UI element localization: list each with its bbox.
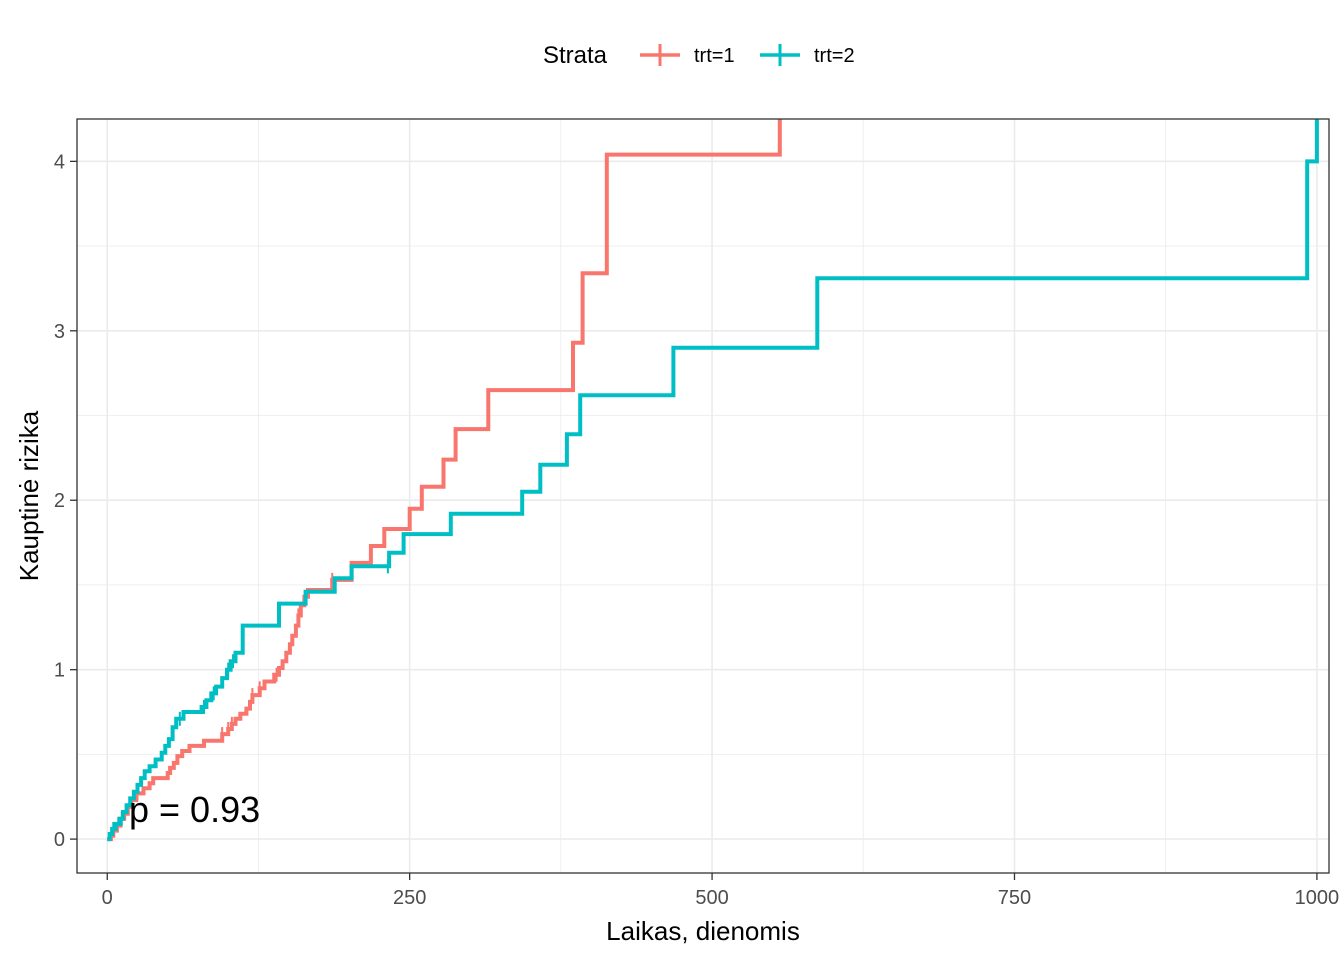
y-tick-label: 4 [54,151,65,173]
x-tick-label: 1000 [1295,887,1340,909]
series-line-trt2 [107,119,1319,842]
p-value-annotation: p = 0.93 [129,789,260,830]
grid-lines [77,119,1329,873]
y-tick-label: 1 [54,660,65,682]
y-tick-label: 2 [54,490,65,512]
x-tick-label: 500 [695,887,728,909]
x-axis-label: Laikas, dienomis [606,916,800,946]
x-tick-label: 750 [998,887,1031,909]
panel-border [76,118,1330,874]
y-axis-label: Kauptinė rizika [14,410,44,581]
y-axis: 0 1 2 3 4 [54,151,77,851]
legend-title: Strata [543,42,608,69]
y-tick-label: 3 [54,321,65,343]
x-tick-label: 0 [102,887,113,909]
legend-label-trt2: trt=2 [814,45,855,67]
x-axis: 0 250 500 750 1000 [102,873,1339,909]
legend-item-trt1: trt=1 [640,44,735,67]
legend: Strata trt=1 trt=2 [543,42,855,69]
legend-label-trt1: trt=1 [694,45,735,67]
series-layer [107,119,1319,842]
x-tick-label: 250 [393,887,426,909]
y-tick-label: 0 [54,829,65,851]
legend-item-trt2: trt=2 [760,44,855,67]
panel-background [77,119,1329,873]
plot-panel: p = 0.93 [76,118,1330,874]
